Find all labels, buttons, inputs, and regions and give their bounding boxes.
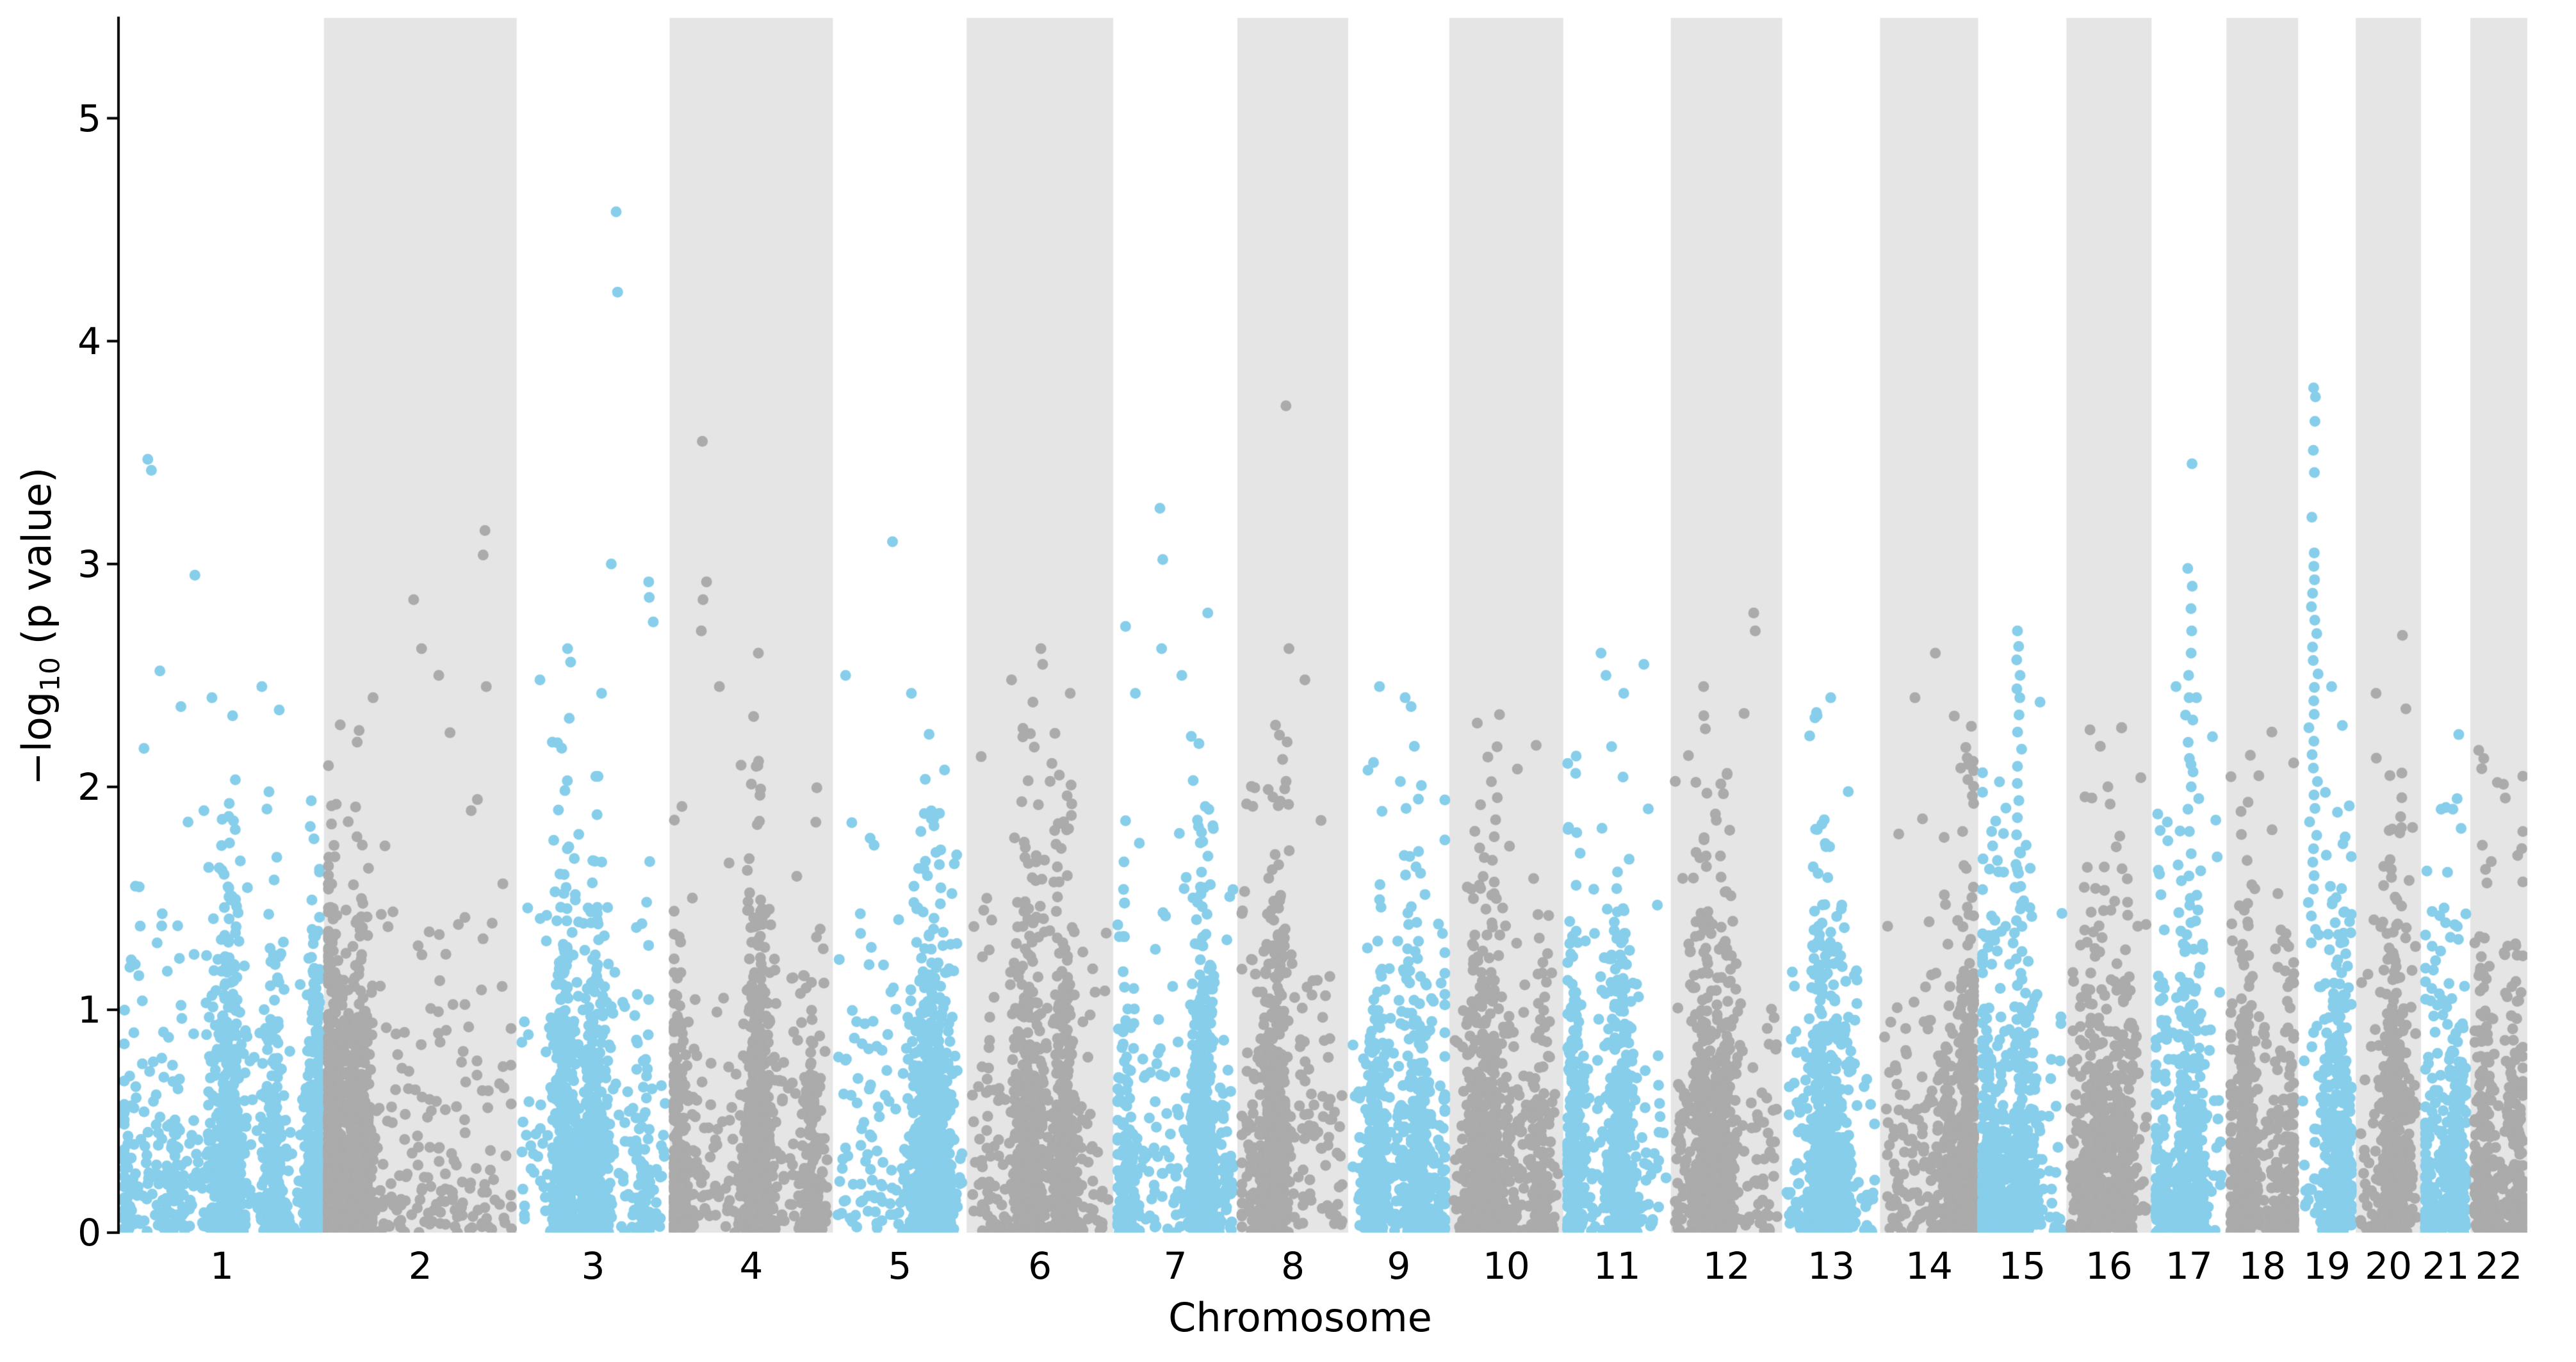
x-tick-label-chr20: 20 — [2365, 1244, 2413, 1288]
x-tick-label-chr6: 6 — [1028, 1244, 1052, 1288]
y-axis-title-subscript: 10 — [34, 657, 66, 692]
x-tick-label-chr19: 19 — [2303, 1244, 2351, 1288]
x-tick-label-chr7: 7 — [1163, 1244, 1187, 1288]
x-tick-label-chr17: 17 — [2165, 1244, 2213, 1288]
y-tick-label-2: 2 — [77, 765, 101, 809]
y-tick-label-4: 4 — [77, 319, 101, 363]
y-tick-label-5: 5 — [77, 96, 101, 140]
x-axis-title: Chromosome — [1168, 1294, 1432, 1341]
x-tick-label-chr10: 10 — [1482, 1244, 1530, 1288]
y-tick-label-1: 1 — [77, 987, 101, 1032]
x-tick-label-chr21: 21 — [2422, 1244, 2470, 1288]
x-tick-label-chr18: 18 — [2238, 1244, 2287, 1288]
x-tick-label-chr9: 9 — [1387, 1244, 1411, 1288]
x-tick-label-chr8: 8 — [1281, 1244, 1305, 1288]
x-tick-label-chr13: 13 — [1807, 1244, 1855, 1288]
x-tick-label-chr22: 22 — [2475, 1244, 2523, 1288]
x-tick-label-chr2: 2 — [408, 1244, 432, 1288]
x-tick-label-chr3: 3 — [581, 1244, 605, 1288]
x-tick-label-chr16: 16 — [2085, 1244, 2133, 1288]
y-tick-label-3: 3 — [77, 542, 101, 586]
x-tick-label-chr14: 14 — [1905, 1244, 1953, 1288]
x-tick-label-chr5: 5 — [888, 1244, 912, 1288]
y-tick-label-0: 0 — [77, 1211, 101, 1254]
x-tick-label-chr4: 4 — [739, 1244, 763, 1288]
x-tick-label-chr11: 11 — [1593, 1244, 1641, 1288]
x-tick-label-chr1: 1 — [209, 1244, 234, 1288]
x-tick-label-chr12: 12 — [1702, 1244, 1750, 1288]
y-axis-title: −log10 (p value) — [10, 434, 66, 818]
x-tick-label-chr15: 15 — [1998, 1244, 2046, 1288]
